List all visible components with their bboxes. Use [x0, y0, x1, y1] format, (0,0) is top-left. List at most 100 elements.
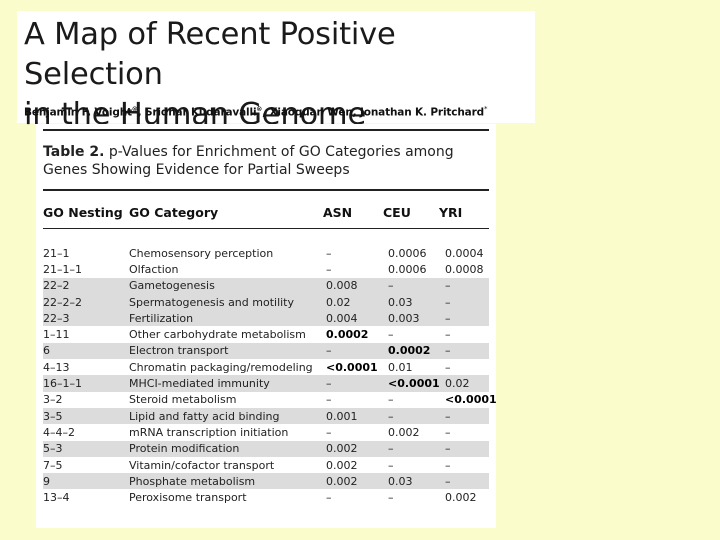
ceu-pvalue-cell: 0.003: [388, 311, 420, 325]
go-nesting-cell: 13–4: [43, 491, 70, 505]
go-category-cell: Gametogenesis: [129, 279, 215, 293]
go-category-cell: mRNA transcription initiation: [129, 425, 289, 439]
yri-pvalue-cell: 0.002: [445, 491, 477, 505]
paper-title-card: A Map of Recent Positive Selection in th…: [17, 11, 535, 132]
go-category-cell: Other carbohydrate metabolism: [129, 328, 306, 342]
table-caption-text: p-Values for Enrichment of GO Categories…: [43, 144, 454, 178]
column-header-go-category: GO Category: [129, 205, 219, 220]
go-category-cell: Phosphate metabolism: [129, 474, 256, 488]
yri-pvalue-cell: –: [445, 425, 451, 439]
table-row: 21–1 Chemosensory perception – 0.0006 0.0004: [43, 245, 489, 261]
table-row: 22–2 Gametogenesis 0.008 – –: [43, 277, 489, 294]
yri-pvalue-cell: –: [445, 279, 451, 293]
asn-pvalue-cell: 0.001: [326, 409, 358, 423]
asn-pvalue-cell: –: [326, 425, 332, 439]
equal-contribution-mark-2: ⊗: [256, 105, 263, 113]
table-row: 22–3 Fertilization 0.004 0.003 –: [43, 310, 489, 327]
ceu-pvalue-cell: 0.002: [388, 425, 420, 439]
ceu-pvalue-cell: 0.0006: [388, 246, 427, 260]
asn-pvalue-cell: –: [326, 344, 332, 358]
go-nesting-cell: 22–3: [43, 311, 70, 325]
ceu-pvalue-cell: –: [388, 328, 394, 342]
go-nesting-cell: 3–2: [43, 393, 63, 407]
table-row: 3–2 Steroid metabolism – – <0.0001: [43, 392, 497, 408]
asn-pvalue-cell: –: [326, 262, 332, 276]
ceu-pvalue-cell: –: [388, 279, 394, 293]
table-card: Table 2. p-Values for Enrichment of GO C…: [36, 124, 497, 528]
asn-pvalue-cell: 0.002: [326, 474, 358, 488]
yri-pvalue-cell: –: [445, 295, 451, 309]
asn-pvalue-cell: 0.008: [326, 279, 358, 293]
yri-pvalue-cell: –: [445, 442, 451, 456]
ceu-pvalue-cell: 0.0002: [388, 344, 431, 358]
go-nesting-cell: 1–11: [43, 328, 70, 342]
ceu-pvalue-cell: 0.0006: [388, 262, 427, 276]
column-header-asn: ASN: [323, 205, 353, 220]
asn-pvalue-cell: –: [326, 246, 332, 260]
go-nesting-cell: 22–2: [43, 279, 70, 293]
yri-pvalue-cell: –: [445, 409, 451, 423]
go-nesting-cell: 3–5: [43, 409, 63, 423]
yri-pvalue-cell: <0.0001: [445, 393, 497, 407]
ceu-pvalue-cell: –: [388, 409, 394, 423]
asn-pvalue-cell: –: [326, 377, 332, 391]
ceu-pvalue-cell: –: [388, 491, 394, 505]
go-nesting-cell: 6: [43, 344, 50, 358]
column-header-go-nesting: GO Nesting: [43, 205, 123, 220]
top-rule: [43, 129, 489, 131]
column-header-ceu: CEU: [383, 205, 411, 220]
table-row: 9 Phosphate metabolism 0.002 0.03 –: [43, 473, 489, 490]
yri-pvalue-cell: –: [445, 474, 451, 488]
go-nesting-cell: 4–13: [43, 360, 70, 374]
go-category-cell: Steroid metabolism: [129, 393, 237, 407]
ceu-pvalue-cell: 0.01: [388, 360, 413, 374]
yri-pvalue-cell: –: [445, 360, 451, 374]
asn-pvalue-cell: 0.02: [326, 295, 351, 309]
ceu-pvalue-cell: –: [388, 393, 394, 407]
table-row: 16–1–1 MHCI-mediated immunity – <0.0001 0.02: [43, 375, 489, 392]
go-nesting-cell: 21–1: [43, 246, 70, 260]
yri-pvalue-cell: 0.0008: [445, 262, 484, 276]
table-row: 3–5 Lipid and fatty acid binding 0.001 – –: [43, 407, 489, 425]
go-category-cell: Chemosensory perception: [129, 246, 274, 260]
yri-pvalue-cell: –: [445, 311, 451, 325]
asn-pvalue-cell: 0.002: [326, 442, 358, 456]
go-nesting-cell: 16–1–1: [43, 377, 82, 391]
table-row: 21–1–1 Olfaction – 0.0006 0.0008: [43, 261, 489, 277]
ceu-pvalue-cell: –: [388, 458, 394, 472]
go-nesting-cell: 21–1–1: [43, 262, 82, 276]
author-2: , Sridhar Kudaravalli: [137, 106, 257, 119]
go-category-cell: Lipid and fatty acid binding: [129, 409, 280, 423]
table-row: 6 Electron transport –0.0002–: [43, 342, 489, 360]
table-row: 13–4 Peroxisome transport – – 0.002: [43, 489, 489, 505]
caption-rule: [43, 189, 489, 191]
author-1: Benjamin F. Voight: [24, 106, 132, 119]
table-row: 7–5 Vitamin/cofactor transport 0.002 – –: [43, 457, 489, 473]
go-category-cell: Peroxisome transport: [129, 491, 247, 505]
go-nesting-cell: 22–2–2: [43, 295, 82, 309]
yri-pvalue-cell: –: [445, 458, 451, 472]
yri-pvalue-cell: –: [445, 344, 451, 358]
ceu-pvalue-cell: 0.03: [388, 295, 413, 309]
go-category-cell: Chromatin packaging/remodeling: [129, 360, 313, 374]
go-category-cell: Olfaction: [129, 262, 179, 276]
table-row: 22–2–2 Spermatogenesis and motility 0.02 0.…: [43, 293, 489, 311]
equal-contribution-mark: ⊗: [131, 105, 138, 113]
header-rule: [43, 228, 489, 229]
author-list: Benjamin F. Voight⊗, Sridhar Kudaravalli…: [24, 105, 488, 119]
paper-title-line-1: A Map of Recent Positive Selection: [24, 17, 396, 92]
asn-pvalue-cell: –: [326, 393, 332, 407]
yri-pvalue-cell: 0.02: [445, 377, 470, 391]
ceu-pvalue-cell: –: [388, 442, 394, 456]
go-category-cell: Vitamin/cofactor transport: [129, 458, 275, 472]
table-body: 21–1 Chemosensory perception – 0.0006 0.0004…: [43, 245, 497, 506]
corresponding-author-mark: *: [484, 105, 488, 113]
yri-pvalue-cell: 0.0004: [445, 246, 484, 260]
table-row: 1–11 Other carbohydrate metabolism 0.0002 –…: [43, 326, 489, 342]
table-row: 5–3 Protein modification 0.002 – –: [43, 440, 489, 457]
table-caption-label: Table 2.: [43, 144, 105, 160]
go-nesting-cell: 7–5: [43, 458, 63, 472]
asn-pvalue-cell: –: [326, 491, 332, 505]
go-category-cell: Protein modification: [129, 442, 240, 456]
go-category-cell: Fertilization: [129, 311, 194, 325]
